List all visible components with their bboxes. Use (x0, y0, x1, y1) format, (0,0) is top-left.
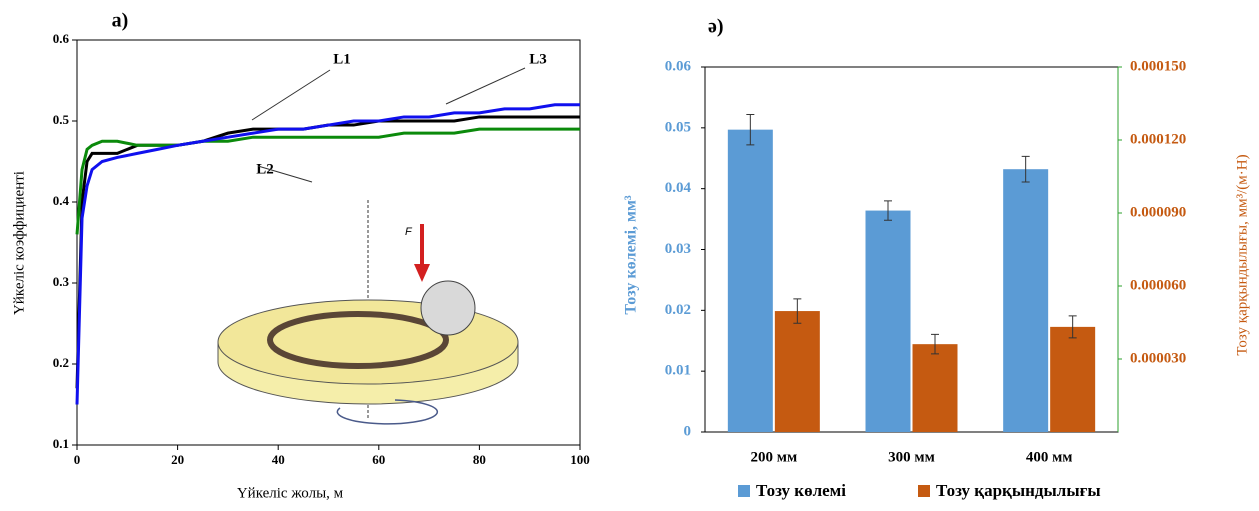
error-bar (884, 200, 892, 221)
y-tick-label: 0.01 (665, 363, 691, 379)
y2-tick-label: 0.000090 (1130, 204, 1186, 220)
x-tick-label: 80 (473, 452, 486, 467)
y-tick-label: 0.06 (665, 58, 692, 74)
y-tick-label: 0.5 (53, 112, 70, 127)
error-bar (931, 333, 939, 355)
force-label: F (405, 226, 413, 238)
bar (1050, 326, 1096, 432)
y-tick-label: 0.2 (53, 355, 69, 370)
annotation: L3 (529, 51, 547, 67)
y-tick-label: 0.03 (665, 241, 691, 257)
y-tick-label: 0.6 (53, 31, 70, 46)
line-series (75, 103, 580, 405)
y-tick-label: 0.04 (665, 180, 692, 196)
y-tick-label: 0.4 (53, 193, 70, 208)
legend-swatch (738, 485, 750, 497)
annotation: ə) (708, 16, 724, 38)
x-tick-label: 200 мм (750, 449, 797, 465)
plot-frame (76, 39, 581, 446)
y2-tick-label: 0.000060 (1130, 277, 1186, 293)
error-bar (746, 113, 755, 146)
x-tick-label: 40 (272, 452, 285, 467)
panel-a: 0.1 0.2 0.3 0.4 0.5 0.6 0 20 40 60 80 100 Үйкеліс жо… (11, 10, 589, 502)
tribometer-inset: F (217, 200, 519, 425)
legend-label: Тозу көлемі (756, 481, 846, 500)
annotation-arrow (257, 165, 313, 183)
y-tick-label: 0.02 (665, 302, 691, 318)
line-series (75, 127, 580, 235)
y-tick-label: 0.3 (53, 274, 70, 289)
bar (1003, 169, 1049, 432)
annotation-arrow (251, 69, 331, 121)
rotation-arrow (336, 399, 439, 425)
force-arrow-head (414, 264, 430, 282)
y-tick-label: 0.05 (665, 119, 691, 135)
error-bar (1068, 315, 1077, 339)
panel-b: 0 0.01 0.02 0.03 0.04 0.05 0.06 0.000030 0.00006… (623, 16, 1251, 500)
y-tick-label: 0 (684, 423, 692, 439)
x-tick-label: 400 мм (1026, 449, 1073, 465)
y-tick-label: 0.1 (53, 436, 69, 451)
annotation: L1 (333, 51, 351, 67)
y2-tick-label: 0.000150 (1130, 58, 1186, 74)
annotation-arrow (445, 67, 526, 105)
y2-tick-label: 0.000120 (1130, 131, 1186, 147)
y2-tick-label: 0.000030 (1130, 350, 1186, 366)
x-tick-label: 0 (74, 452, 81, 467)
annotation: L2 (256, 161, 274, 177)
bar (865, 210, 911, 432)
x-tick-label: 20 (171, 452, 184, 467)
bar (727, 129, 773, 433)
ball (420, 280, 476, 336)
bar (912, 344, 958, 432)
error-bar (793, 298, 802, 324)
x-tick-label: 60 (372, 452, 385, 467)
wear-track (267, 311, 449, 369)
legend-label: Тозу қарқындылығы (936, 481, 1101, 500)
y-axis-title: Тозу көлемі, мм³ (623, 195, 640, 314)
x-tick-label: 100 (570, 452, 590, 467)
legend-swatch (918, 485, 930, 497)
y-axis-title: Үйкеліс коэффициенті (11, 171, 27, 315)
y2-axis-title: Тозу қарқындылығы, мм³/(м·Н) (1234, 154, 1250, 355)
x-tick-label: 300 мм (888, 449, 935, 465)
bar (774, 311, 820, 432)
x-axis-title: Үйкеліс жолы, м (237, 485, 344, 501)
error-bar (1021, 155, 1030, 183)
annotation: a) (112, 10, 129, 32)
